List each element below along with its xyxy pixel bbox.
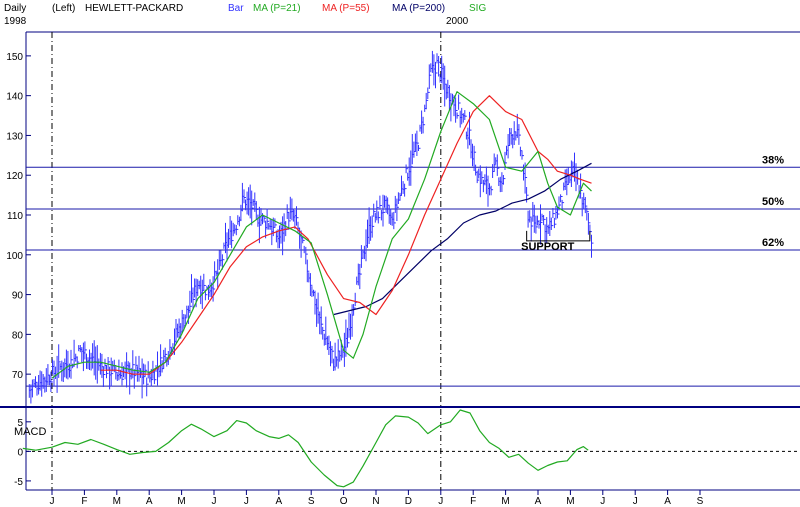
y-tick-label-90: 90 [12, 291, 24, 302]
macd-title: MACD [14, 426, 46, 438]
y-tick-label-100: 100 [6, 251, 23, 262]
level-labels: 38% 50% 62% SUPPORT [521, 154, 784, 253]
x-tick-label-13: F [470, 496, 476, 507]
level-label-2: 62% [762, 237, 784, 249]
panel-divider [0, 406, 800, 408]
ma21-line [51, 91, 592, 379]
x-tick-label-8: S [308, 496, 315, 507]
legend-ma200: MA (P=200) [392, 3, 445, 14]
moving-averages [51, 91, 592, 379]
y-tick-label-120: 120 [6, 171, 23, 182]
ma200-line [333, 162, 592, 316]
macd-y-tick-label-5: 5 [17, 418, 23, 429]
support-bracket [526, 230, 591, 242]
macd-y-tick-label--5: -5 [14, 477, 23, 488]
level-label-1: 50% [762, 196, 784, 208]
x-tick-label-5: J [212, 496, 217, 507]
legend-sig: SIG [469, 3, 486, 14]
x-tick-label-11: D [405, 496, 412, 507]
period-label: Daily [4, 3, 26, 14]
x-tick-label-7: A [275, 496, 282, 507]
ma55-line [100, 95, 592, 375]
x-tick-label-16: M [566, 496, 574, 507]
legend-ma55: MA (P=55) [322, 3, 370, 14]
retracement-levels [26, 166, 800, 387]
x-tick-label-15: A [535, 496, 542, 507]
y-tick-label-130: 130 [6, 131, 23, 142]
x-tick-label-17: J [600, 496, 605, 507]
x-tick-label-2: M [113, 496, 121, 507]
x-tick-label-9: O [340, 496, 348, 507]
x-tick-label-19: A [664, 496, 671, 507]
y-tick-label-150: 150 [6, 52, 23, 63]
scale-label: (Left) [52, 3, 75, 14]
x-tick-label-12: J [438, 496, 443, 507]
x-tick-label-14: M [501, 496, 509, 507]
support-annotation: SUPPORT [521, 241, 574, 253]
level-label-0: 38% [762, 154, 784, 166]
x-tick-label-0: J [50, 496, 55, 507]
y-tick-label-110: 110 [7, 211, 23, 222]
x-tick-label-6: J [244, 496, 249, 507]
symbol-label: HEWLETT-PACKARD [85, 3, 183, 14]
x-tick-label-10: N [372, 496, 379, 507]
x-tick-label-18: J [633, 496, 638, 507]
legend-bar: Bar [228, 3, 244, 14]
year-start-label: 1998 [4, 16, 27, 27]
macd-line [22, 409, 589, 488]
macd-y-tick-label-0: 0 [17, 447, 23, 458]
x-tick-label-1: F [81, 496, 87, 507]
x-tick-label-3: A [146, 496, 153, 507]
y-tick-label-70: 70 [12, 370, 24, 381]
legend-ma21: MA (P=21) [253, 3, 301, 14]
x-tick-label-20: S [697, 496, 704, 507]
x-tick-label-4: M [177, 496, 185, 507]
year-mid-label: 2000 [446, 16, 469, 27]
y-tick-label-140: 140 [6, 92, 23, 103]
price-bars [28, 50, 594, 404]
year-divider-lines [51, 32, 442, 490]
y-tick-label-80: 80 [12, 330, 24, 341]
price-y-axis: 70 80 90 100 110 120 130 140 150 [6, 52, 31, 381]
